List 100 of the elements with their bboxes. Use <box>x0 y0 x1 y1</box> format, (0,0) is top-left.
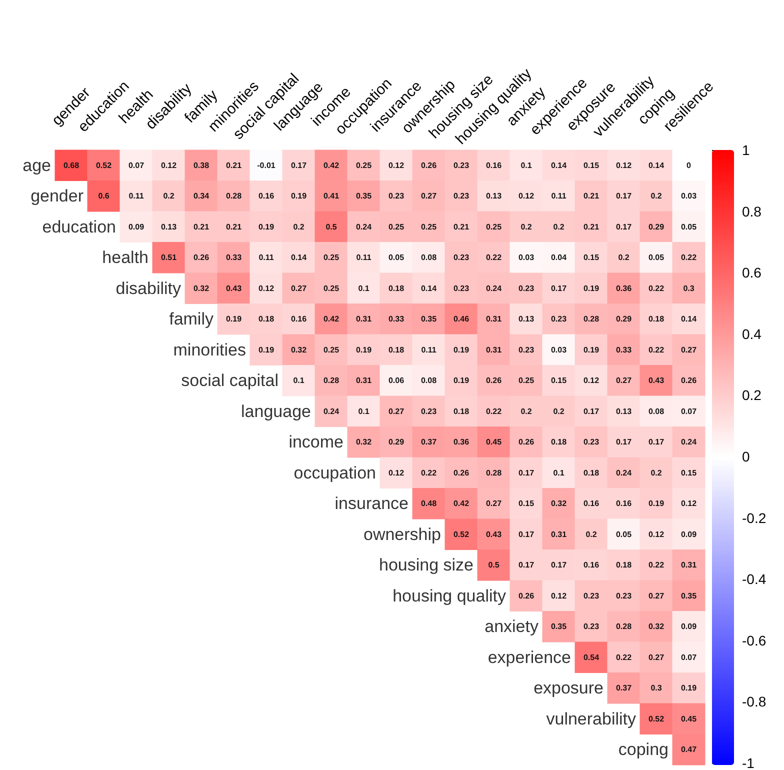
data-label: 0.43 <box>648 376 665 386</box>
data-label: 0.32 <box>290 345 308 354</box>
data-label: 0.12 <box>388 468 405 478</box>
data-label: 0.14 <box>290 253 308 262</box>
data-label: 0.6 <box>98 192 110 201</box>
data-label: 0.28 <box>226 192 242 201</box>
data-label: 0.29 <box>616 314 632 324</box>
data-label: 0.11 <box>421 345 437 354</box>
data-label: 0.17 <box>550 284 568 293</box>
data-label: 0.25 <box>356 160 372 170</box>
data-label: 0.21 <box>226 160 242 170</box>
data-label: 0.36 <box>453 438 470 447</box>
data-label: 0.33 <box>616 345 632 354</box>
data-label: 0.16 <box>258 192 275 201</box>
color-bar-label: -0.6 <box>742 632 766 648</box>
data-label: 0.04 <box>550 253 568 262</box>
data-label: 0.16 <box>583 499 600 508</box>
data-label: 0.35 <box>680 591 698 600</box>
data-label: 0.2 <box>293 222 305 232</box>
data-label: 0.25 <box>323 284 340 293</box>
data-label: 0.26 <box>486 376 502 386</box>
data-label: 0.27 <box>616 376 632 386</box>
data-label: 0.05 <box>388 253 405 262</box>
color-bar-label: 1 <box>742 142 750 158</box>
data-label: 0.26 <box>518 591 535 600</box>
data-label: 0.52 <box>648 714 665 724</box>
data-label: 0.03 <box>518 253 535 262</box>
data-label: 0.25 <box>388 222 405 232</box>
data-label: 0.17 <box>616 222 632 232</box>
data-label: 0.31 <box>486 314 502 324</box>
data-label: 0.23 <box>420 406 438 416</box>
data-label: 0.2 <box>553 406 565 416</box>
data-label: 0.18 <box>388 284 405 293</box>
data-label: 0.3 <box>650 684 662 693</box>
data-label: 0.12 <box>258 284 275 293</box>
data-label: 0.14 <box>680 314 698 324</box>
data-label: 0.25 <box>420 222 438 232</box>
data-label: 0.18 <box>388 345 405 354</box>
data-label: 0.23 <box>583 591 600 600</box>
data-label: 0.5 <box>326 222 338 232</box>
data-label: 0.17 <box>616 438 632 447</box>
data-label: 0.24 <box>356 222 372 232</box>
data-label: 0.15 <box>550 376 568 386</box>
data-label: 0.18 <box>616 560 632 570</box>
data-label: 0.16 <box>616 499 632 508</box>
data-label: 0.17 <box>518 530 535 539</box>
data-label: 0.19 <box>226 314 242 324</box>
data-label: 0.23 <box>453 284 470 293</box>
data-label: 0.42 <box>323 160 340 170</box>
data-label: 0.23 <box>583 622 600 632</box>
data-label: 0.05 <box>616 530 632 539</box>
data-label: 0.2 <box>618 253 630 262</box>
data-label: 0.17 <box>583 406 600 416</box>
data-label: 0.2 <box>520 406 532 416</box>
data-label: 0.28 <box>583 314 600 324</box>
data-label: 0.42 <box>453 499 470 508</box>
color-bar-label: 0.4 <box>742 326 762 342</box>
data-label: 0.24 <box>616 468 632 478</box>
data-label: 0.38 <box>193 160 210 170</box>
data-label: 0.22 <box>680 253 698 262</box>
data-label: 0.47 <box>680 745 698 754</box>
y-tick-label: age <box>22 156 51 175</box>
data-label: 0.54 <box>583 652 600 662</box>
data-label: 0.25 <box>486 222 502 232</box>
data-label: 0.23 <box>453 160 470 170</box>
data-label: 0.29 <box>648 222 665 232</box>
data-label: 0.23 <box>388 192 405 201</box>
data-label: 0.32 <box>648 622 665 632</box>
data-label: 0.35 <box>550 622 568 632</box>
data-label: 0.14 <box>420 284 438 293</box>
data-label: 0.15 <box>583 253 600 262</box>
data-label: 0.19 <box>258 345 275 354</box>
data-label: 0.17 <box>648 438 665 447</box>
data-label: 0.12 <box>648 530 665 539</box>
data-label: 0.17 <box>518 560 535 570</box>
data-label: 0.45 <box>486 438 502 447</box>
data-label: 0.25 <box>518 376 535 386</box>
data-label: 0.27 <box>290 284 308 293</box>
data-label: 0.51 <box>160 253 178 262</box>
data-label: 0.23 <box>453 192 470 201</box>
data-label: 0.28 <box>616 622 632 632</box>
data-label: 0.22 <box>616 652 632 662</box>
data-label: 0.19 <box>680 684 698 693</box>
data-label: 0.18 <box>258 314 275 324</box>
data-label: 0.12 <box>583 376 600 386</box>
color-bar-label: 0.6 <box>742 264 762 281</box>
data-label: 0.21 <box>583 192 600 201</box>
data-label: 0.22 <box>420 468 438 478</box>
data-label: 0.26 <box>680 376 698 386</box>
data-label: 0.33 <box>226 253 242 262</box>
data-label: 0.23 <box>550 314 568 324</box>
data-label: 0.13 <box>616 406 632 416</box>
data-label: 0.27 <box>388 406 405 416</box>
data-label: 0.31 <box>680 560 698 570</box>
data-label: 0.07 <box>128 160 145 170</box>
data-label: 0.28 <box>323 376 340 386</box>
y-tick-label: minorities <box>173 340 246 360</box>
data-label: 0.3 <box>683 284 695 293</box>
data-label: 0.13 <box>518 314 535 324</box>
data-label: 0.12 <box>616 160 632 170</box>
